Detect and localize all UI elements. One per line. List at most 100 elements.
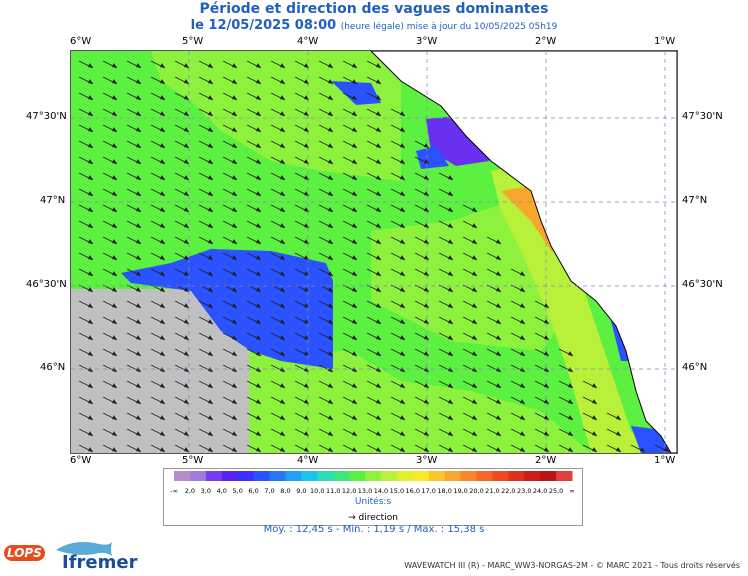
colorbar-label: 10,0 — [310, 487, 324, 495]
direction-arrowhead — [280, 415, 285, 420]
direction-arrowhead — [136, 79, 141, 84]
direction-arrowhead — [184, 143, 189, 148]
direction-arrowhead — [304, 255, 309, 260]
direction-arrowhead — [112, 95, 117, 100]
direction-arrowhead — [352, 335, 357, 340]
direction-arrowhead — [400, 383, 405, 388]
direction-arrowhead — [208, 175, 213, 180]
arrow-icon: → — [348, 513, 356, 523]
direction-arrowhead — [256, 95, 261, 100]
direction-arrowhead — [304, 239, 309, 244]
direction-arrowhead — [112, 143, 117, 148]
direction-arrowhead — [184, 175, 189, 180]
direction-arrowhead — [136, 143, 141, 148]
direction-arrowhead — [184, 79, 189, 84]
direction-arrowhead — [256, 319, 261, 324]
direction-arrowhead — [520, 383, 525, 388]
direction-arrowhead — [280, 63, 285, 68]
direction-arrowhead — [136, 367, 141, 372]
direction-arrowhead — [88, 447, 93, 452]
direction-arrowhead — [496, 415, 501, 420]
direction-arrowhead — [400, 111, 405, 116]
direction-legend: → direction — [348, 513, 398, 523]
direction-arrowhead — [616, 415, 621, 420]
direction-arrowhead — [88, 271, 93, 276]
direction-arrowhead — [232, 399, 237, 404]
direction-arrowhead — [568, 383, 573, 388]
direction-arrowhead — [136, 191, 141, 196]
direction-arrowhead — [520, 415, 525, 420]
direction-arrowhead — [352, 287, 357, 292]
direction-arrowhead — [328, 239, 333, 244]
direction-arrowhead — [424, 383, 429, 388]
direction-arrowhead — [160, 223, 165, 228]
direction-arrowhead — [280, 175, 285, 180]
direction-arrowhead — [256, 367, 261, 372]
direction-arrowhead — [88, 239, 93, 244]
colorbar-label: 17,0 — [421, 487, 435, 495]
direction-arrowhead — [160, 255, 165, 260]
direction-arrowhead — [232, 255, 237, 260]
wave-period-map — [70, 50, 678, 454]
colorbar-swatch — [269, 471, 286, 481]
direction-arrowhead — [280, 207, 285, 212]
direction-arrowhead — [448, 319, 453, 324]
direction-arrowhead — [304, 175, 309, 180]
direction-arrowhead — [328, 383, 333, 388]
colorbar-label: 7,0 — [264, 487, 274, 495]
direction-arrowhead — [472, 239, 477, 244]
direction-arrowhead — [184, 271, 189, 276]
direction-arrowhead — [472, 367, 477, 372]
direction-arrowhead — [352, 271, 357, 276]
direction-arrowhead — [280, 383, 285, 388]
colorbar-swatch — [333, 471, 350, 481]
direction-arrowhead — [184, 351, 189, 356]
direction-arrowhead — [304, 447, 309, 452]
direction-arrowhead — [448, 223, 453, 228]
direction-arrowhead — [352, 239, 357, 244]
direction-arrowhead — [256, 111, 261, 116]
direction-arrowhead — [208, 383, 213, 388]
direction-arrowhead — [496, 319, 501, 324]
direction-arrowhead — [208, 111, 213, 116]
direction-arrowhead — [256, 399, 261, 404]
direction-arrowhead — [184, 239, 189, 244]
direction-arrowhead — [472, 383, 477, 388]
lon-tick-bottom: 2°W — [535, 455, 557, 466]
direction-arrowhead — [112, 63, 117, 68]
direction-arrowhead — [616, 447, 621, 452]
direction-arrowhead — [400, 239, 405, 244]
direction-arrowhead — [256, 159, 261, 164]
direction-arrowhead — [496, 447, 501, 452]
direction-arrowhead — [136, 111, 141, 116]
direction-arrowhead — [592, 383, 597, 388]
direction-arrowhead — [88, 191, 93, 196]
direction-arrowhead — [280, 399, 285, 404]
lat-tick-left: 47°30'N — [26, 111, 67, 122]
direction-arrowhead — [256, 447, 261, 452]
direction-arrowhead — [88, 207, 93, 212]
direction-arrowhead — [328, 447, 333, 452]
direction-arrowhead — [136, 271, 141, 276]
direction-arrowhead — [232, 191, 237, 196]
direction-arrowhead — [544, 335, 549, 340]
direction-arrowhead — [136, 383, 141, 388]
direction-arrowhead — [256, 63, 261, 68]
direction-arrowhead — [256, 303, 261, 308]
direction-arrowhead — [112, 191, 117, 196]
direction-arrowhead — [424, 191, 429, 196]
direction-arrowhead — [184, 319, 189, 324]
direction-arrowhead — [112, 239, 117, 244]
direction-arrowhead — [304, 143, 309, 148]
colorbar-swatch — [205, 471, 223, 481]
direction-arrowhead — [400, 255, 405, 260]
direction-arrowhead — [448, 447, 453, 452]
direction-arrowhead — [136, 287, 141, 292]
direction-arrowhead — [256, 79, 261, 84]
direction-arrowhead — [136, 63, 141, 68]
direction-arrowhead — [160, 239, 165, 244]
direction-arrowhead — [400, 319, 405, 324]
ifremer-logo: Ifremer — [62, 552, 138, 573]
direction-arrowhead — [352, 367, 357, 372]
direction-arrowhead — [448, 287, 453, 292]
